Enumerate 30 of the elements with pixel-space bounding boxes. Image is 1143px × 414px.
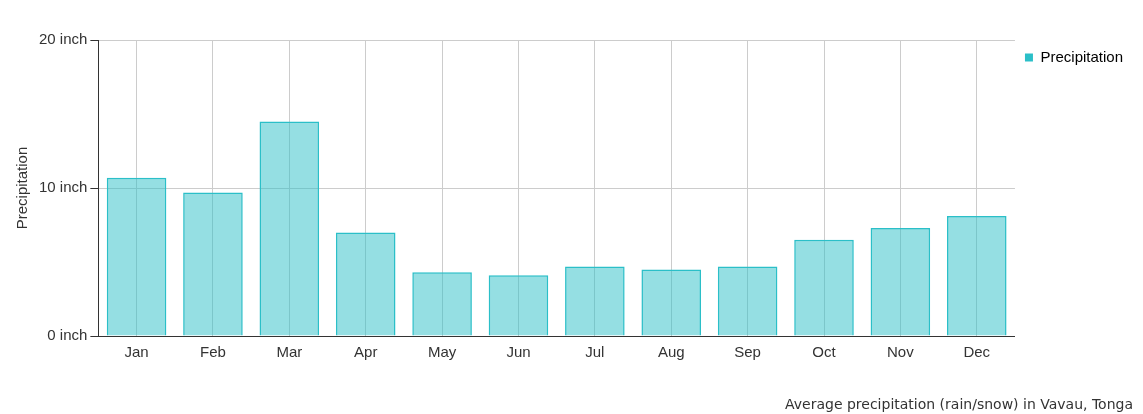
bar	[870, 227, 931, 336]
x-tick-label: Mar	[276, 343, 303, 361]
x-tick-label: Sep	[734, 343, 761, 361]
x-tick-label: Apr	[354, 343, 378, 361]
x-tick-label: Feb	[200, 343, 226, 361]
x-tick-label: Oct	[812, 343, 837, 361]
bar	[335, 232, 396, 336]
x-tick-label: Aug	[657, 343, 685, 361]
y-tick-label: 10 inch	[38, 178, 88, 196]
bar	[717, 266, 778, 336]
text: Average precipitation (rain/snow) in Vavau, Tonga	[785, 396, 1133, 412]
bar	[183, 192, 243, 336]
bar	[412, 272, 472, 336]
bar	[565, 266, 625, 336]
x-tick-label: May	[427, 343, 457, 361]
bar	[794, 239, 854, 336]
y-axis-title: Precipitation	[13, 146, 31, 230]
x-tick-label: Jan	[124, 343, 149, 361]
x-tick-label: Dec	[963, 343, 991, 361]
bar	[946, 216, 1007, 336]
y-tick-label: 20 inch	[38, 30, 88, 48]
x-tick-label: Jun	[506, 343, 531, 361]
legend-label: Precipitation	[1040, 47, 1123, 65]
bar	[641, 269, 702, 336]
bar	[488, 275, 549, 336]
x-tick-label: Jul	[585, 343, 605, 361]
x-tick-label: Nov	[887, 343, 915, 361]
bar	[106, 177, 167, 336]
bar	[259, 121, 320, 336]
y-tick-label: 0 inch	[47, 326, 88, 344]
